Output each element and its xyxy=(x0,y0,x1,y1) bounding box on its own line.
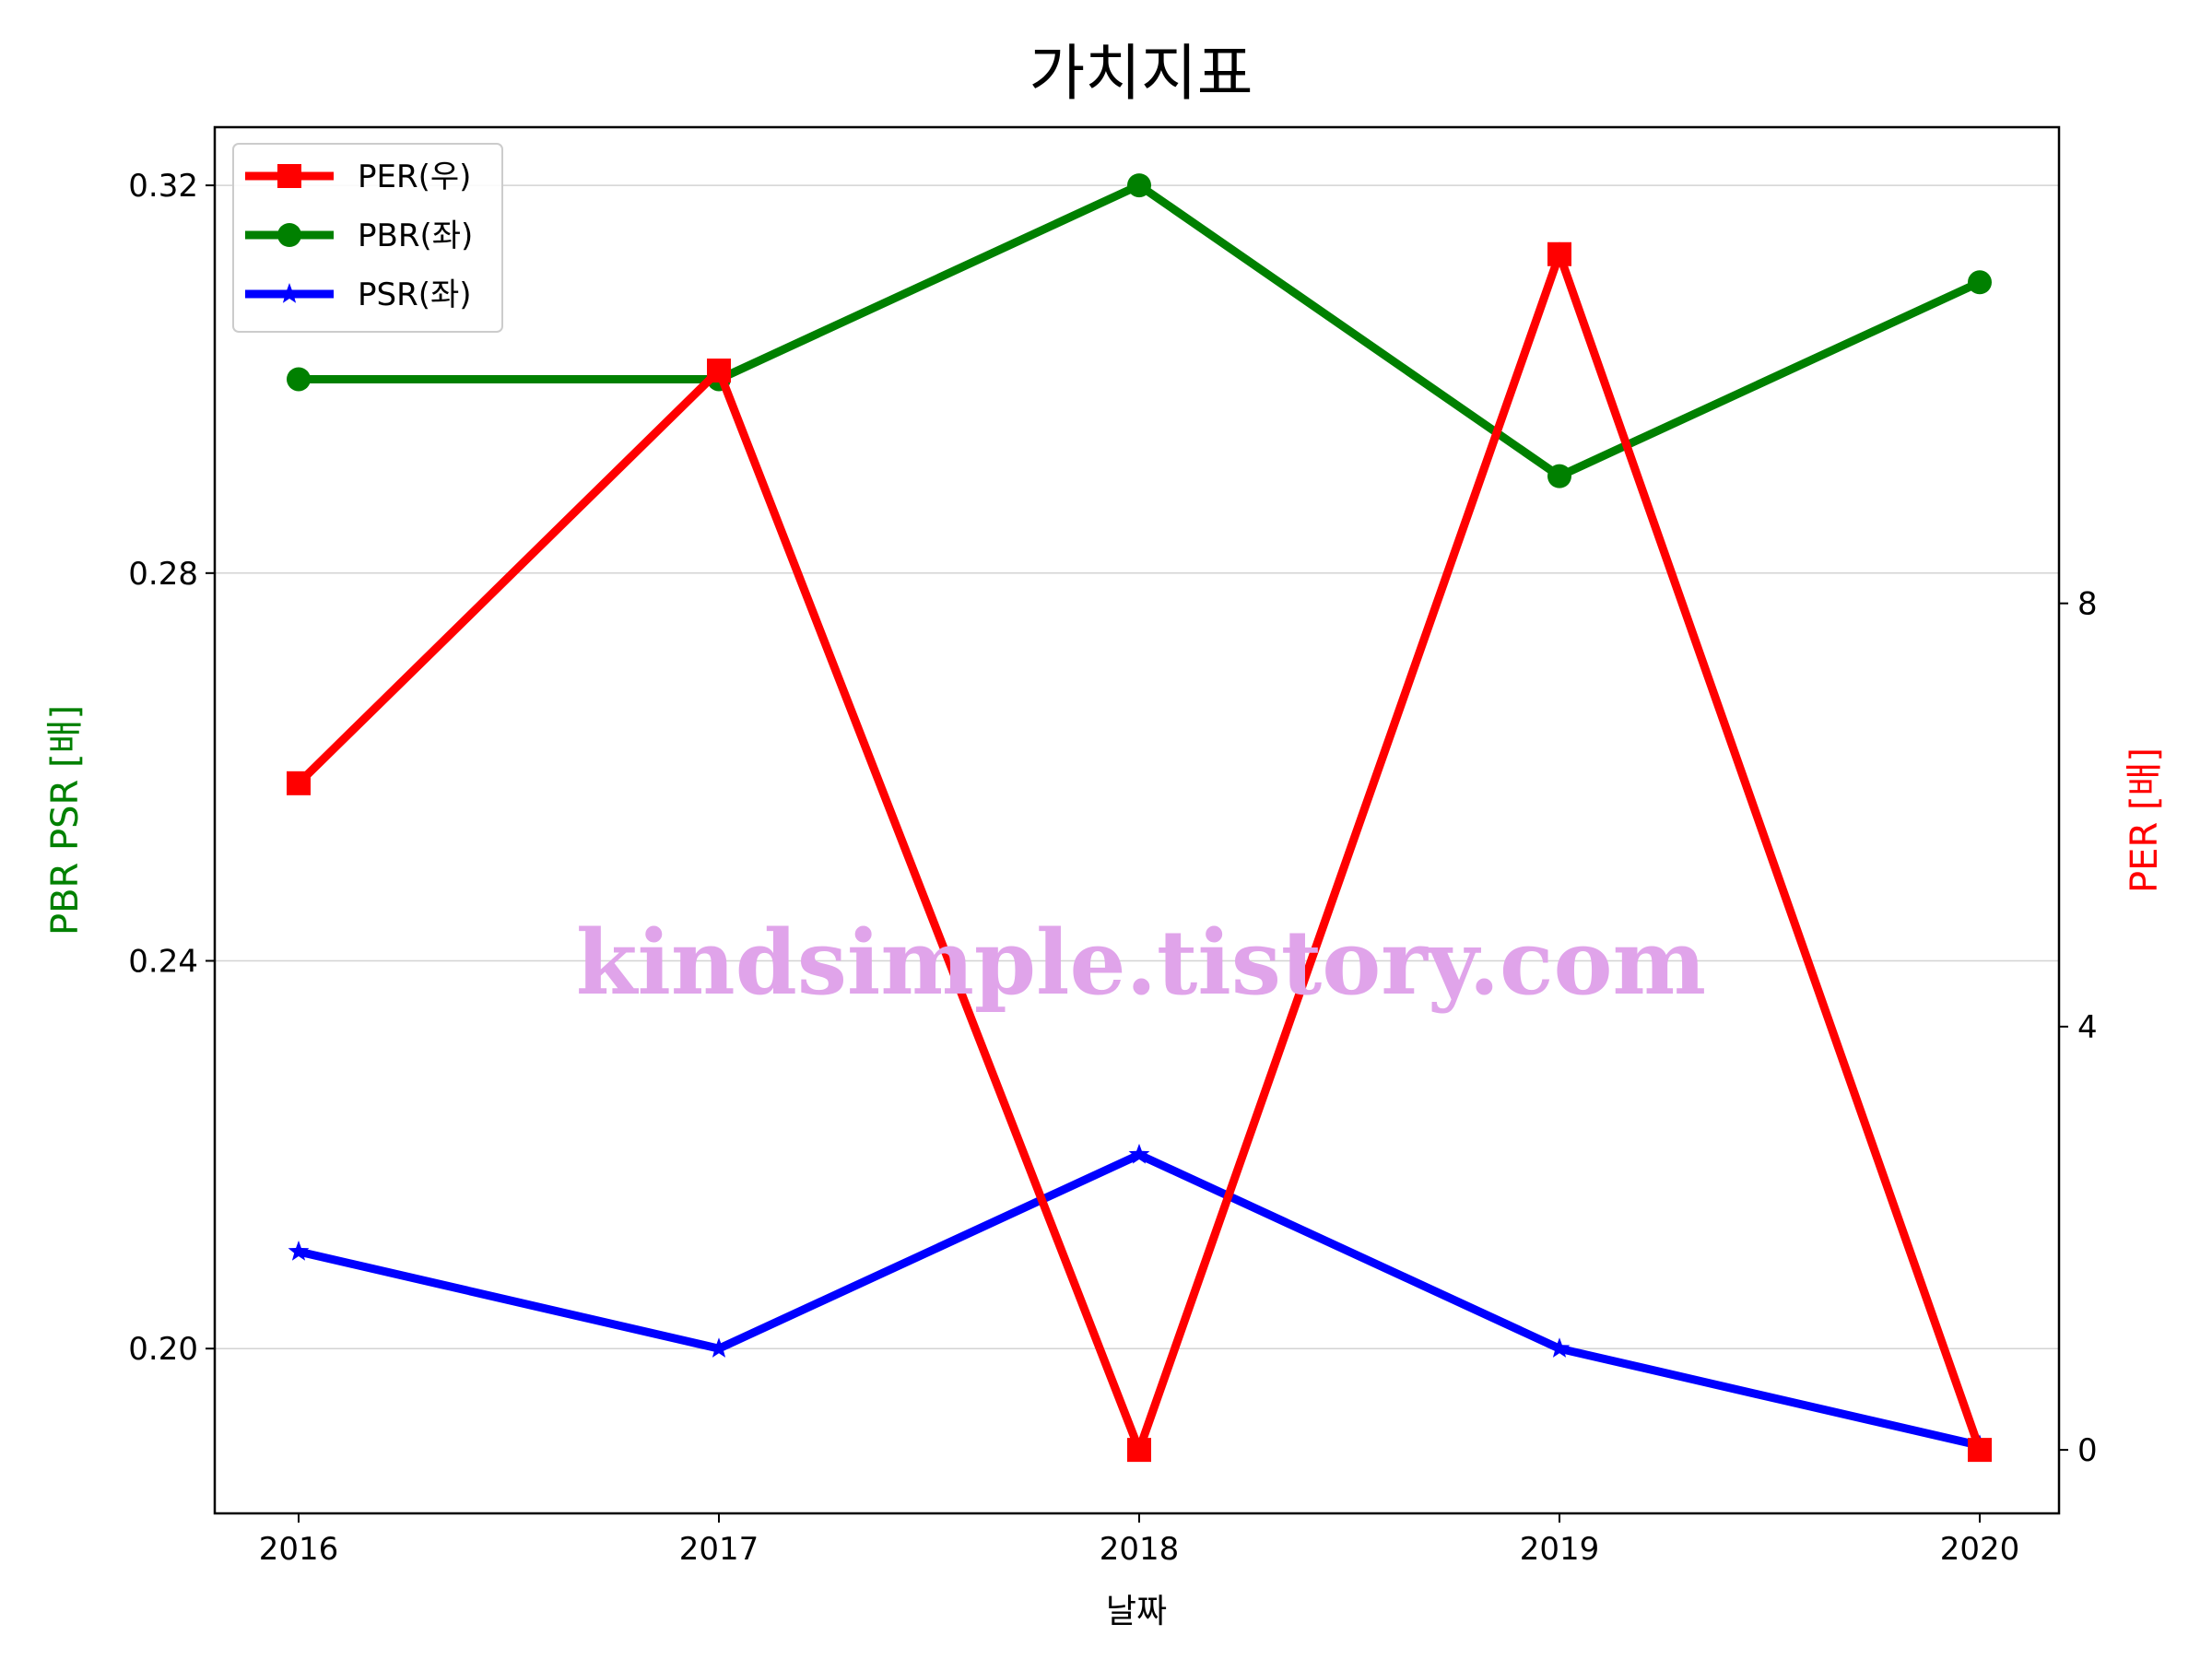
x-tick-label: 2018 xyxy=(1100,1531,1180,1568)
gridlines xyxy=(215,184,2059,1349)
x-axis: 2016 2017 2018 2019 2020 xyxy=(259,1513,2020,1568)
data-point-psr xyxy=(1128,1143,1150,1164)
legend-item-pbr: PBR(좌) xyxy=(245,218,473,254)
legend-box xyxy=(232,143,503,333)
series-line-pbr xyxy=(299,180,1982,481)
left-tick-label: 0.28 xyxy=(128,556,198,593)
right-y-axis: 0 4 8 xyxy=(2059,586,2098,1469)
right-tick-label: 0 xyxy=(2077,1432,2098,1469)
data-point-per xyxy=(707,359,731,383)
legend-label: PER(우) xyxy=(358,159,471,195)
legend-item-psr: PSR(좌) xyxy=(245,276,472,313)
data-point-pbr xyxy=(1968,270,1992,295)
right-tick-label: 4 xyxy=(2077,1009,2098,1046)
series-pbr xyxy=(287,173,1992,488)
right-tick-label: 8 xyxy=(2077,586,2098,623)
left-y-axis: 0.20 0.24 0.28 0.32 xyxy=(128,168,215,1368)
series-per xyxy=(287,241,1992,1463)
x-tick-label: 2016 xyxy=(259,1531,339,1568)
legend-label: PBR(좌) xyxy=(358,218,473,254)
series-layer xyxy=(287,173,1992,1463)
data-point-psr xyxy=(708,1337,730,1358)
data-point-psr xyxy=(288,1241,310,1261)
chart-title: 가치지표 xyxy=(1030,38,1253,109)
legend-label: PSR(좌) xyxy=(358,276,472,313)
data-point-pbr xyxy=(1127,173,1151,198)
data-point-psr xyxy=(1548,1337,1571,1358)
legend: PER(우) PBR(좌) PSR(좌) xyxy=(232,143,503,333)
left-tick-label: 0.20 xyxy=(128,1331,198,1368)
x-tick-label: 2019 xyxy=(1520,1531,1600,1568)
right-y-axis-label: PER [배] xyxy=(2124,747,2166,893)
left-tick-label: 0.24 xyxy=(128,944,198,981)
x-tick-label: 2020 xyxy=(1940,1531,2020,1568)
data-point-per xyxy=(1127,1438,1151,1463)
legend-marker xyxy=(277,164,301,188)
left-tick-label: 0.32 xyxy=(128,168,198,205)
data-point-per xyxy=(287,771,311,795)
series-line-psr xyxy=(297,1149,1982,1450)
series-line-per xyxy=(295,241,1984,1463)
data-point-pbr xyxy=(1547,464,1571,488)
data-point-pbr xyxy=(287,367,311,392)
x-tick-label: 2017 xyxy=(679,1531,759,1568)
watermark: kindsimple.tistory.com xyxy=(576,911,1706,1015)
legend-item-per: PER(우) xyxy=(245,159,471,195)
series-psr xyxy=(288,1143,1991,1455)
x-axis-label: 날짜 xyxy=(1106,1593,1167,1630)
legend-marker xyxy=(278,283,300,303)
legend-marker xyxy=(277,223,301,247)
data-point-per xyxy=(1547,241,1571,266)
plot-area xyxy=(213,125,2061,1515)
data-point-per xyxy=(1968,1438,1992,1463)
left-y-axis-label: PBR PSR [배] xyxy=(44,705,87,935)
